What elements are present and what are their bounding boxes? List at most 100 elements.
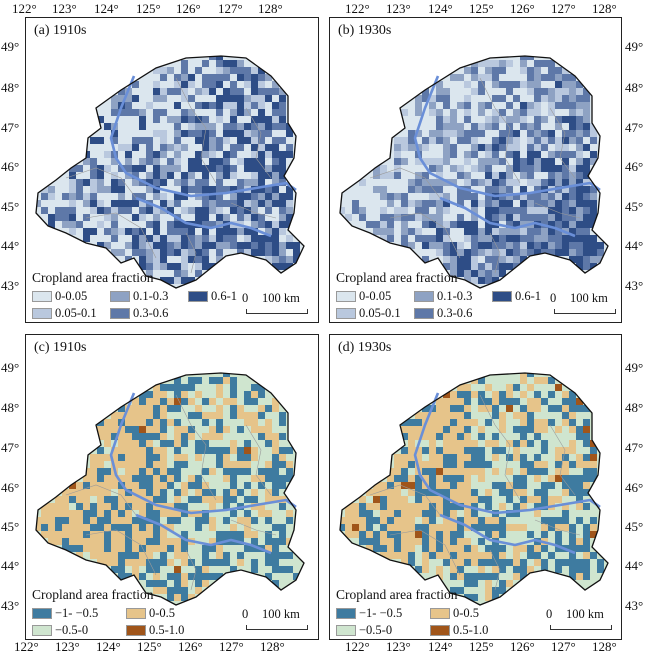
grid-cell — [401, 242, 408, 249]
grid-cell — [62, 538, 69, 545]
grid-cell — [492, 207, 499, 214]
grid-cell — [209, 433, 216, 440]
grid-cell — [286, 510, 293, 517]
grid-cell — [216, 228, 223, 235]
grid-cell — [181, 573, 188, 580]
grid-cell — [167, 503, 174, 510]
grid-cell — [286, 193, 293, 200]
grid-cell — [258, 503, 265, 510]
grid-cell — [394, 538, 401, 545]
grid-cell — [202, 186, 209, 193]
grid-cell — [251, 165, 258, 172]
grid-cell — [583, 186, 590, 193]
grid-cell — [478, 517, 485, 524]
grid-cell — [436, 398, 443, 405]
grid-cell — [485, 228, 492, 235]
legend-label: 0.5-1.0 — [453, 623, 489, 637]
grid-cell — [527, 193, 534, 200]
grid-cell — [492, 263, 499, 270]
grid-cell — [181, 587, 188, 594]
grid-cell — [272, 137, 279, 144]
grid-cell — [548, 74, 555, 81]
grid-cell — [485, 158, 492, 165]
grid-cell — [111, 179, 118, 186]
grid-cell — [202, 412, 209, 419]
grid-cell — [76, 221, 83, 228]
grid-cell — [202, 144, 209, 151]
grid-cell — [394, 531, 401, 538]
grid-cell — [492, 587, 499, 594]
grid-cell — [188, 242, 195, 249]
grid-cell — [576, 235, 583, 242]
grid-cell — [541, 517, 548, 524]
grid-cell — [534, 242, 541, 249]
grid-cell — [478, 88, 485, 95]
grid-cell — [265, 489, 272, 496]
grid-cell — [548, 214, 555, 221]
county-boundary — [389, 212, 461, 259]
grid-cell — [209, 200, 216, 207]
grid-cell — [443, 249, 450, 256]
grid-cell — [167, 538, 174, 545]
grid-cell — [279, 503, 286, 510]
county-boundary — [479, 394, 521, 501]
grid-cell — [583, 468, 590, 475]
grid-cell — [258, 144, 265, 151]
grid-cell — [216, 102, 223, 109]
grid-cell — [443, 559, 450, 566]
grid-cell — [132, 249, 139, 256]
grid-cell — [527, 56, 534, 60]
grid-cell — [471, 179, 478, 186]
grid-cell — [548, 130, 555, 137]
grid-cell — [90, 489, 97, 496]
grid-cell — [223, 496, 230, 503]
grid-cell — [415, 510, 422, 517]
grid-cell — [569, 214, 576, 221]
grid-cell — [251, 559, 258, 566]
grid-cell — [55, 207, 62, 214]
grid-cell — [387, 228, 394, 235]
grid-cell — [380, 186, 387, 193]
grid-cell — [555, 74, 562, 81]
grid-cell — [279, 447, 286, 454]
grid-cell — [436, 130, 443, 137]
legend-swatch — [430, 608, 450, 619]
grid-cell — [569, 95, 576, 102]
grid-cell — [251, 545, 258, 552]
grid-cell — [513, 137, 520, 144]
grid-cell — [265, 193, 272, 200]
grid-cell — [83, 475, 90, 482]
grid-cell — [562, 102, 569, 109]
grid-cell — [499, 228, 506, 235]
grid-cell — [443, 207, 450, 214]
grid-cell — [209, 130, 216, 137]
legend-title: Cropland area fraction — [336, 270, 458, 285]
grid-cell — [541, 489, 548, 496]
grid-cell — [118, 193, 125, 200]
grid-cell — [174, 116, 181, 123]
legend-swatch — [32, 291, 52, 302]
grid-cell — [555, 116, 562, 123]
grid-cell — [464, 179, 471, 186]
grid-cell — [478, 179, 485, 186]
grid-cell — [415, 503, 422, 510]
grid-cell — [520, 426, 527, 433]
grid-cell — [555, 88, 562, 95]
grid-cell — [429, 545, 436, 552]
grid-cell — [216, 116, 223, 123]
grid-cell — [272, 489, 279, 496]
grid-cell — [209, 88, 216, 95]
grid-cell — [541, 228, 548, 235]
grid-cell — [590, 193, 597, 200]
grid-cell — [265, 95, 272, 102]
grid-cell — [216, 193, 223, 200]
grid-cell — [48, 510, 55, 517]
grid-cell — [132, 433, 139, 440]
grid-cell — [401, 524, 408, 531]
grid-cell — [118, 545, 125, 552]
grid-cell — [541, 235, 548, 242]
grid-cell — [429, 95, 436, 102]
grid-cell — [450, 454, 457, 461]
grid-cell — [576, 179, 583, 186]
grid-cell — [485, 594, 492, 601]
